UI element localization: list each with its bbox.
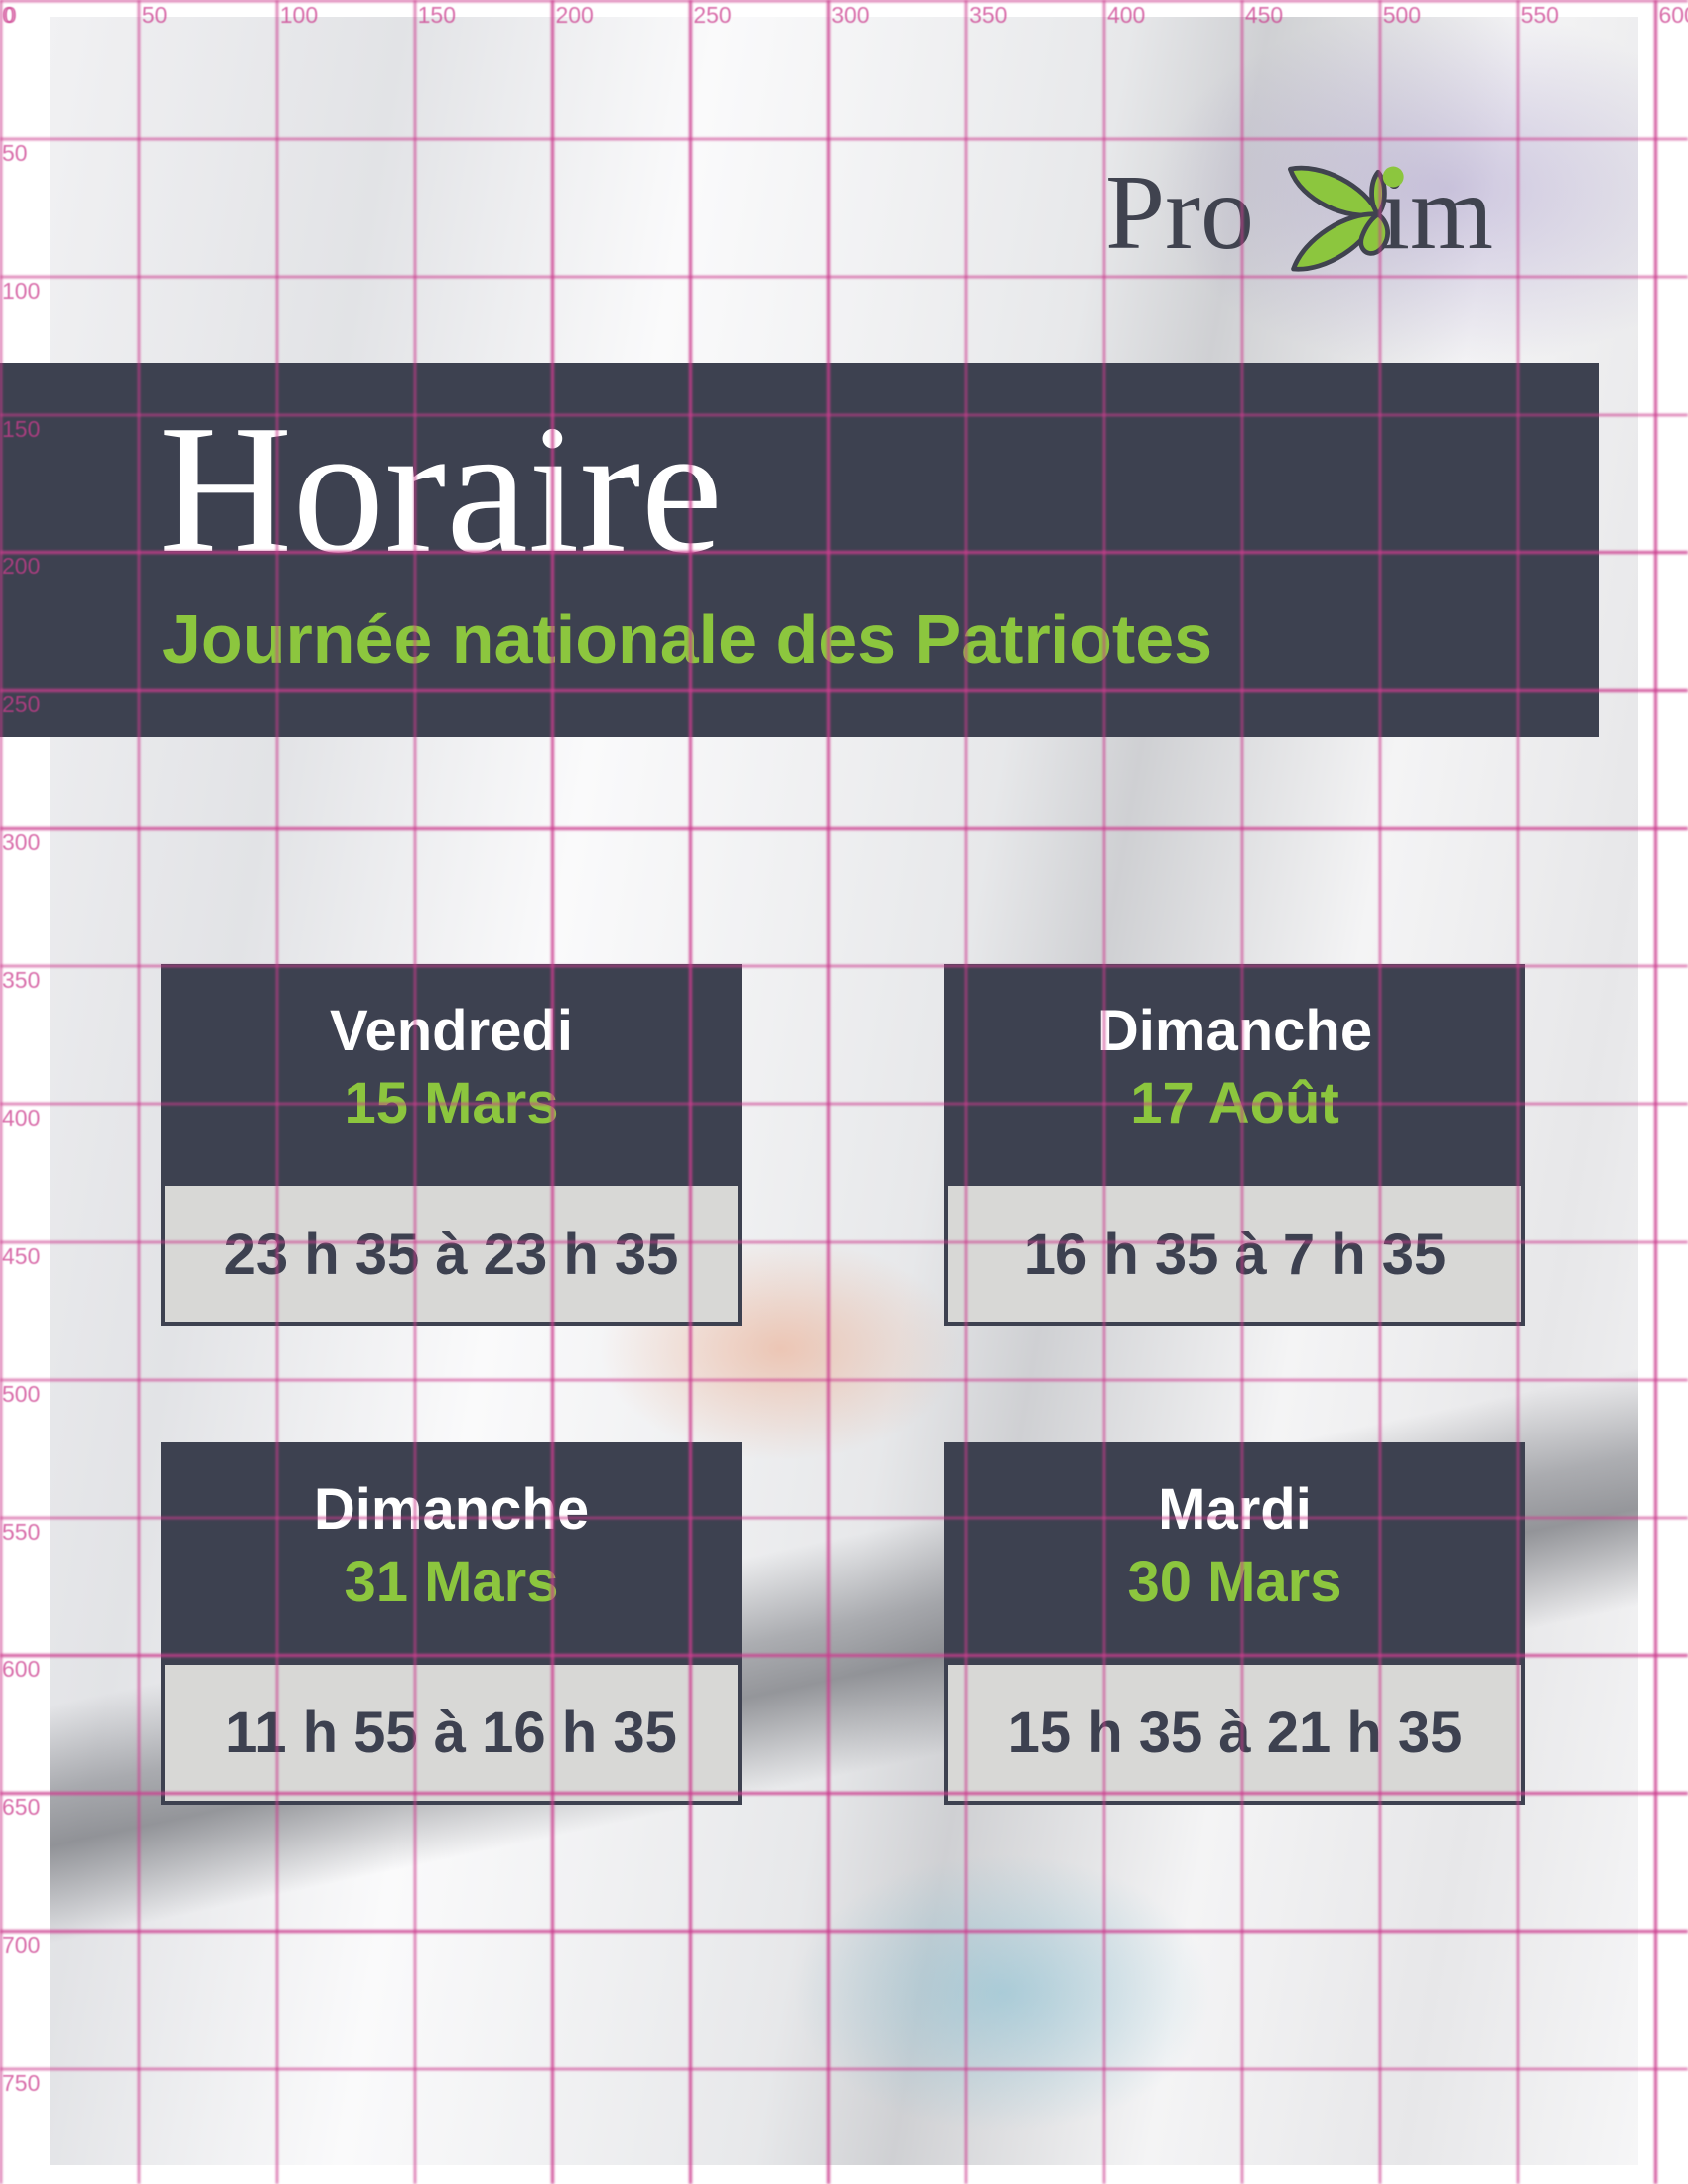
svg-text:Pro: Pro: [1105, 154, 1254, 272]
